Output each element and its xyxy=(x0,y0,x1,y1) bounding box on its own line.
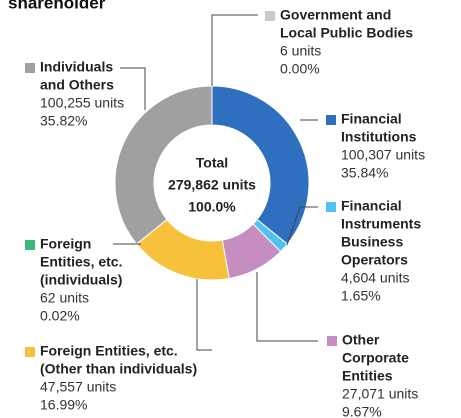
value-label: 0.02% xyxy=(40,308,80,324)
value-label: 9.67% xyxy=(342,404,382,418)
category-label: Foreign xyxy=(40,236,91,252)
leader-line xyxy=(286,206,318,246)
legend-swatch xyxy=(327,336,337,346)
units-label: 62 units xyxy=(40,290,89,306)
leader-line xyxy=(211,14,258,86)
category-label: Entities xyxy=(342,368,393,384)
units-label: 4,604 units xyxy=(341,270,410,286)
category-label: Corporate xyxy=(342,350,409,366)
legend-swatch xyxy=(25,240,35,250)
chart-title: shareholder xyxy=(8,0,106,12)
leader-line xyxy=(196,279,212,351)
category-label: and Others xyxy=(40,77,114,93)
value-label: 16.99% xyxy=(40,397,87,413)
category-label: (Other than individuals) xyxy=(40,361,197,377)
legend-swatch xyxy=(25,347,35,357)
category-label: Government and xyxy=(280,7,391,23)
category-label: Instruments xyxy=(341,216,421,232)
center-label: Total xyxy=(196,155,228,171)
donut-segment xyxy=(114,85,213,245)
leader-line xyxy=(120,67,146,110)
category-label: (individuals) xyxy=(40,272,122,288)
category-label: Local Public Bodies xyxy=(280,25,413,41)
category-label: Financial xyxy=(341,198,402,214)
category-label: Individuals xyxy=(40,59,113,75)
legend-swatch xyxy=(326,115,336,125)
value-label: 35.84% xyxy=(341,165,388,181)
value-label: 1.65% xyxy=(341,288,381,304)
units-label: 47,557 units xyxy=(40,379,116,395)
center-label: 100.0% xyxy=(188,199,236,215)
category-label: Operators xyxy=(341,252,408,268)
legend-swatch xyxy=(25,63,35,73)
category-label: Other xyxy=(342,332,380,348)
units-label: 27,071 units xyxy=(342,386,418,402)
category-label: Business xyxy=(341,234,403,250)
units-label: 100,307 units xyxy=(341,147,425,163)
leader-line xyxy=(256,272,318,342)
units-label: 100,255 units xyxy=(40,95,124,111)
category-label: Financial xyxy=(341,111,402,127)
center-label: 279,862 units xyxy=(168,177,256,193)
donut-segment xyxy=(211,85,310,245)
value-label: 0.00% xyxy=(280,61,320,77)
legend-swatch xyxy=(326,202,336,212)
category-label: Institutions xyxy=(341,129,417,145)
legend-swatch xyxy=(265,11,275,21)
category-label: Foreign Entities, etc. xyxy=(40,343,178,359)
units-label: 6 units xyxy=(280,43,321,59)
category-label: Entities, etc. xyxy=(40,254,122,270)
value-label: 35.82% xyxy=(40,113,87,129)
